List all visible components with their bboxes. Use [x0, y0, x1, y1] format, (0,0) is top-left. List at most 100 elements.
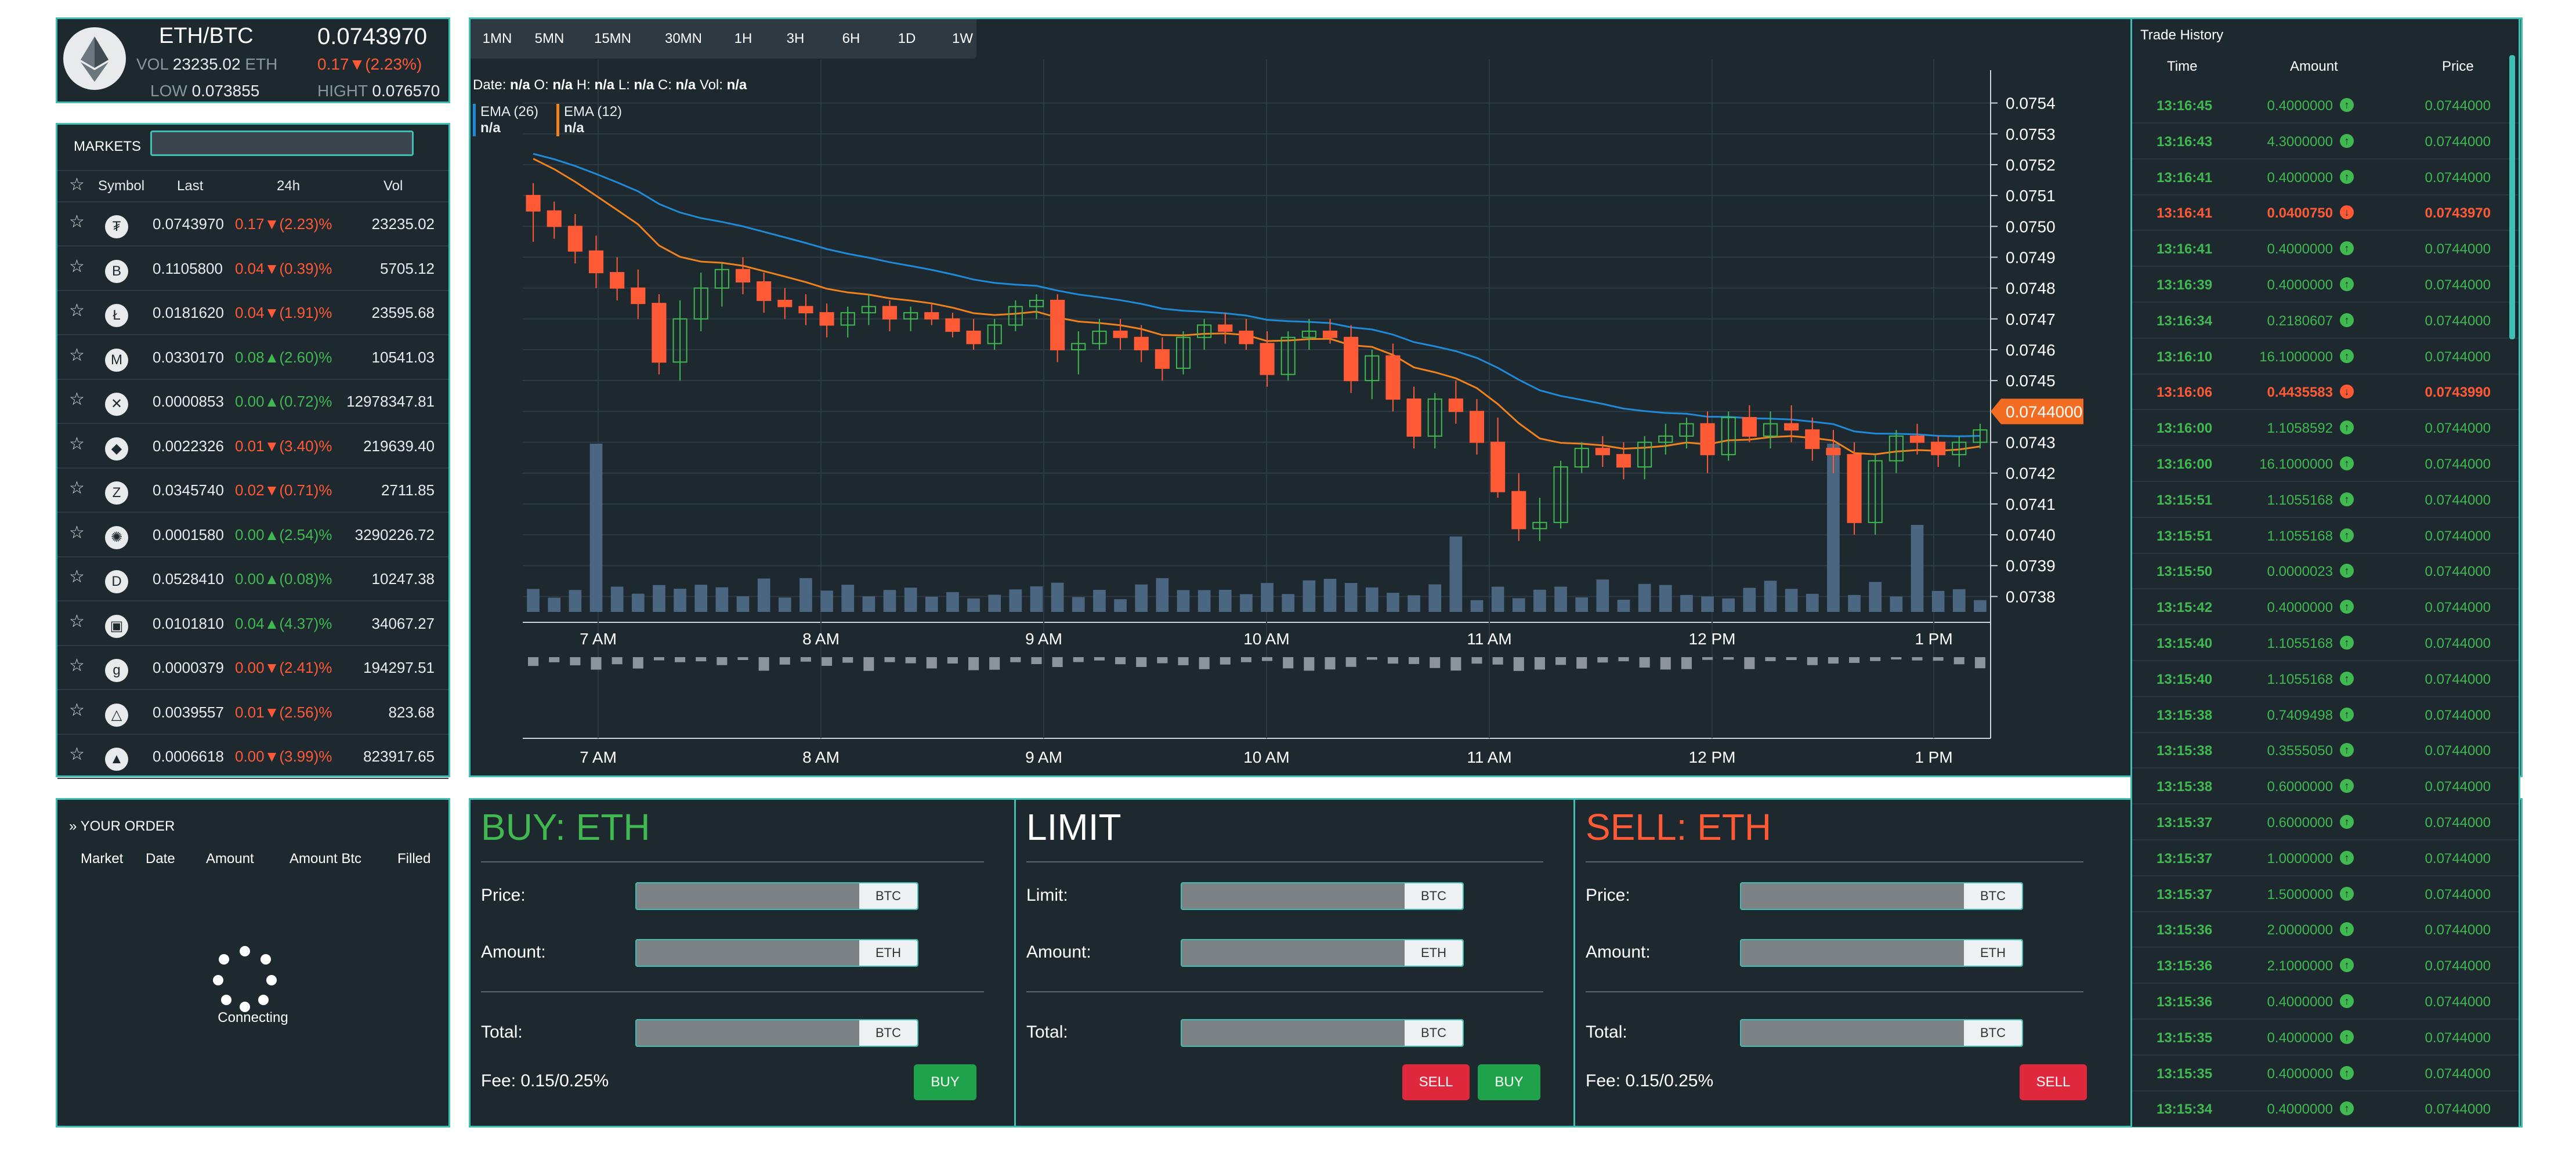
- timeframe-3h[interactable]: 3H: [786, 31, 805, 46]
- timeframe-5mn[interactable]: 5MN: [534, 31, 565, 46]
- col-symbol[interactable]: Symbol: [98, 178, 145, 194]
- arrow-up-circle-icon: ↑: [2340, 169, 2354, 184]
- market-row[interactable]: ☆ △ 0.0039557 0.01▼(2.56)% 823.68: [57, 690, 448, 735]
- star-icon[interactable]: ☆: [69, 745, 85, 764]
- market-row[interactable]: ☆ ₮ 0.0743970 0.17▼(2.23)% 23235.02: [57, 201, 448, 246]
- star-icon[interactable]: ☆: [69, 656, 85, 675]
- trade-price: 0.0744000: [2425, 922, 2491, 938]
- sell-total-input[interactable]: BTC: [1740, 1019, 2023, 1047]
- sell-button[interactable]: SELL: [2020, 1064, 2087, 1100]
- volume-bar: [1282, 594, 1295, 612]
- macd-bar: [968, 657, 979, 670]
- trade-time: 13:16:00: [2157, 420, 2213, 437]
- star-icon[interactable]: ☆: [69, 478, 85, 498]
- col-vol[interactable]: Vol: [383, 178, 403, 194]
- limit-label: Limit:: [1026, 886, 1068, 905]
- timeframe-1h[interactable]: 1H: [734, 31, 752, 46]
- timeframe-1w[interactable]: 1W: [952, 31, 973, 46]
- candle-body: [1385, 355, 1401, 400]
- sell-price-input[interactable]: BTC: [1740, 882, 2023, 910]
- volume-bar: [653, 585, 665, 612]
- trade-price: 0.0744000: [2425, 743, 2491, 759]
- col-amount: Amount: [2290, 59, 2338, 74]
- arrow-up-circle-icon: ↑: [2340, 564, 2354, 578]
- star-icon[interactable]: ☆: [69, 523, 85, 542]
- star-icon[interactable]: ☆: [69, 256, 85, 276]
- star-icon[interactable]: ☆: [69, 212, 85, 231]
- limit-amount-input[interactable]: ETH: [1181, 939, 1464, 967]
- candle-body: [1113, 331, 1128, 338]
- market-vol: 823.68: [388, 703, 435, 721]
- trade-history-row: 13:15:34 0.4000000 ↑ 0.0744000: [2132, 1090, 2519, 1128]
- col-24h[interactable]: 24h: [277, 178, 301, 194]
- candlestick-chart[interactable]: 0.0754 0.0753 0.0752 0.0751 0.0750 0.0749 0.07…: [471, 19, 2521, 775]
- timeframe-1d[interactable]: 1D: [898, 31, 916, 46]
- limit-input[interactable]: BTC: [1181, 882, 1464, 910]
- star-icon[interactable]: ☆: [69, 345, 85, 365]
- buy-amount-label: Amount:: [481, 942, 546, 962]
- market-row[interactable]: ☆ ▣ 0.0101810 0.04▲(4.37)% 34067.27: [57, 601, 448, 646]
- market-row[interactable]: ☆ ▲ 0.0006618 0.00▼(3.99)% 823917.65: [57, 734, 448, 779]
- star-icon[interactable]: ☆: [69, 175, 85, 194]
- market-vol: 10541.03: [371, 348, 435, 366]
- volume-bar: [1659, 585, 1672, 612]
- star-icon[interactable]: ☆: [69, 390, 85, 409]
- buy-button[interactable]: BUY: [914, 1064, 976, 1100]
- buy-amount-input[interactable]: ETH: [635, 939, 918, 967]
- market-row[interactable]: ☆ Ł 0.0181620 0.04▼(1.91)% 23595.68: [57, 290, 448, 335]
- timeframe-30mn[interactable]: 30MN: [664, 31, 703, 46]
- col-last[interactable]: Last: [177, 178, 204, 194]
- candle-body: [1134, 336, 1149, 351]
- macd-bar: [779, 657, 790, 665]
- arrow-up-circle-icon: ↑: [2340, 528, 2354, 542]
- limit-total-input[interactable]: BTC: [1181, 1019, 1464, 1047]
- volume-bar: [1701, 596, 1714, 612]
- volume-bar: [569, 590, 582, 612]
- trade-history-row: 13:15:50 0.0000023 ↑ 0.0744000: [2132, 552, 2519, 590]
- history-scrollbar[interactable]: [2509, 55, 2515, 339]
- star-icon[interactable]: ☆: [69, 567, 85, 586]
- trade-price: 0.0744000: [2425, 1101, 2491, 1118]
- timeframe-6h[interactable]: 6H: [842, 31, 860, 46]
- candle-body: [1742, 416, 1757, 437]
- volume-bar: [589, 444, 603, 612]
- star-icon[interactable]: ☆: [69, 611, 85, 631]
- limit-amount-label: Amount:: [1026, 942, 1091, 962]
- trade-amount: 0.4000000: [2267, 277, 2333, 293]
- trade-amount: 1.1058592: [2267, 420, 2333, 437]
- buy-price-input[interactable]: BTC: [635, 882, 918, 910]
- market-row[interactable]: ☆ D 0.0528410 0.00▲(0.08)% 10247.38: [57, 556, 448, 601]
- monero-coin-icon: M: [105, 348, 128, 372]
- chevron-double-down-icon[interactable]: »: [69, 818, 77, 834]
- trade-price: 0.0744000: [2425, 241, 2491, 258]
- volume-bar: [631, 593, 645, 612]
- market-row[interactable]: ☆ B 0.1105800 0.04▼(0.39)% 5705.12: [57, 246, 448, 291]
- sell-amount-input[interactable]: ETH: [1740, 939, 2023, 967]
- buy-total-input[interactable]: BTC: [635, 1019, 918, 1047]
- market-row[interactable]: ☆ Z 0.0345740 0.02▼(0.71)% 2711.85: [57, 467, 448, 513]
- trade-time: 13:15:51: [2157, 528, 2213, 544]
- limit-buy-button[interactable]: BUY: [1478, 1064, 1540, 1100]
- market-row[interactable]: ☆ ✕ 0.0000853 0.00▲(0.72)% 12978347.81: [57, 379, 448, 424]
- limit-sell-button[interactable]: SELL: [1402, 1064, 1470, 1100]
- x-tick-label-lower: 12 PM: [1689, 748, 1736, 766]
- market-vol: 12978347.81: [346, 393, 435, 410]
- market-row[interactable]: ☆ M 0.0330170 0.08▲(2.60)% 10541.03: [57, 335, 448, 380]
- y-tick-label: 0.0740: [2006, 526, 2056, 544]
- market-row[interactable]: ☆ g 0.0000379 0.00▼(2.41)% 194297.51: [57, 645, 448, 690]
- market-row[interactable]: ☆ ◆ 0.0022326 0.01▼(3.40)% 219639.40: [57, 423, 448, 469]
- candle-body: [1197, 324, 1212, 338]
- timeframe-15mn[interactable]: 15MN: [594, 31, 632, 46]
- market-vol: 5705.12: [380, 259, 435, 277]
- star-icon[interactable]: ☆: [69, 434, 85, 454]
- limit-title: LIMIT: [1026, 806, 1121, 848]
- timeframe-1mn[interactable]: 1MN: [482, 31, 512, 46]
- arrow-down-circle-icon: ↓: [2340, 205, 2354, 220]
- star-icon[interactable]: ☆: [69, 700, 85, 720]
- y-tick-label: 0.0746: [2006, 341, 2056, 359]
- candle-body: [1448, 398, 1463, 412]
- market-row[interactable]: ☆ ✺ 0.0001580 0.00▲(2.54)% 3290226.72: [57, 512, 448, 557]
- star-icon[interactable]: ☆: [69, 301, 85, 320]
- markets-search-input[interactable]: [150, 130, 414, 156]
- x-tick-label-lower: 9 AM: [1025, 748, 1062, 766]
